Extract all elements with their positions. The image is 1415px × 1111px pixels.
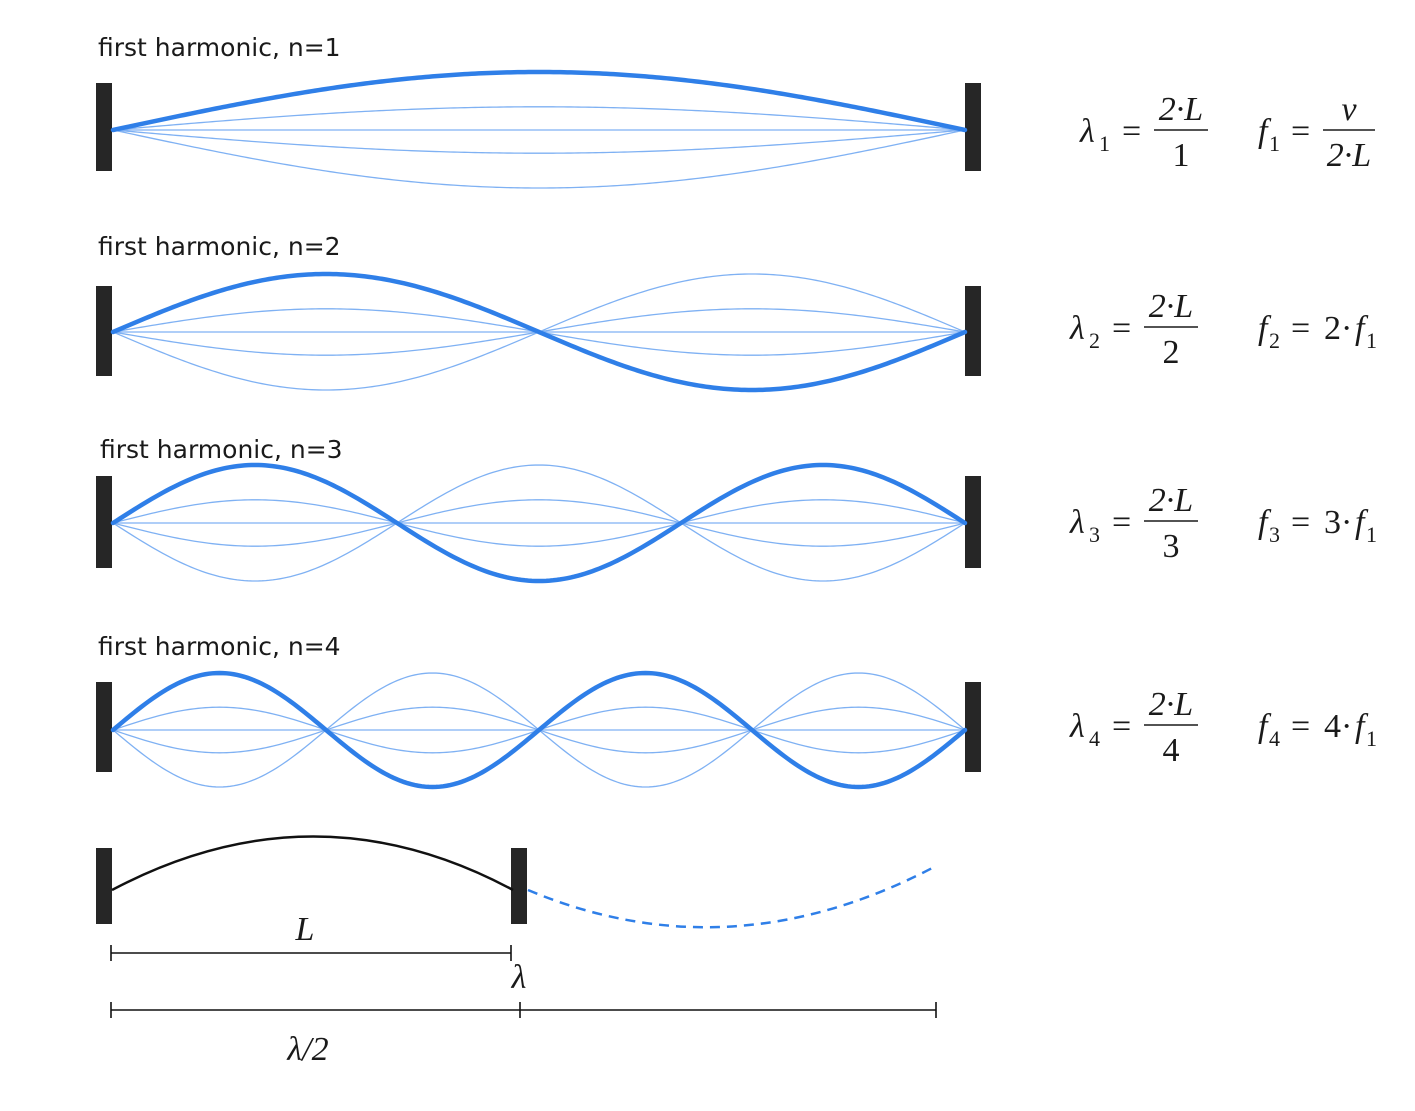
equals-sign: =: [1291, 504, 1310, 541]
equals-sign: =: [1291, 310, 1310, 347]
string-wave: [110, 462, 968, 584]
half-wave-curve: [111, 835, 514, 892]
lambda-denominator: 3: [1163, 528, 1180, 565]
lambda-symbol: λ: [1069, 310, 1085, 347]
formulas: λ 4 =2·L4f 4 = 4· f 1: [1069, 686, 1377, 769]
lambda-symbol: λ: [1069, 504, 1085, 541]
left-wall: [96, 476, 112, 568]
lambda-numerator: 2·L: [1149, 288, 1193, 325]
frequency-subscript: 2: [1269, 328, 1280, 353]
right-wall: [965, 682, 981, 772]
frequency-numerator: v: [1341, 91, 1357, 128]
string-envelope-curve: [112, 499, 966, 547]
base-frequency-subscript: 1: [1366, 328, 1377, 353]
lambda-numerator: 2·L: [1149, 482, 1193, 519]
wavelength-dimension-line: [110, 1002, 937, 1018]
lambda-symbol: λ: [1079, 113, 1095, 150]
left-wall: [96, 682, 112, 772]
lambda-denominator: 1: [1173, 137, 1190, 174]
frequency-coefficient: 4·: [1324, 708, 1352, 745]
harmonic-label: first harmonic, n=2: [98, 232, 341, 261]
string-envelope-curve: [112, 129, 966, 189]
lambda-subscript: 4: [1089, 726, 1100, 751]
lambda-subscript: 2: [1089, 328, 1100, 353]
harmonic-row-n1: first harmonic, n=1λ 1 =2·L1f 1 =v2·L: [96, 33, 1375, 189]
string-wave: [110, 69, 968, 133]
string-envelope-curve: [112, 464, 966, 582]
right-wall: [511, 848, 527, 924]
left-wall: [96, 286, 112, 376]
harmonic-row-n3: first harmonic, n=3λ 3 =2·L3f 3 = 3· f 1: [96, 435, 1377, 584]
lambda-denominator: 2: [1163, 334, 1180, 371]
string-envelope-curve: [112, 106, 966, 131]
dashed-wave-continuation: [527, 864, 937, 929]
string-envelope-curve: [112, 129, 966, 154]
string-wave: [110, 271, 968, 393]
wavelength-illustration: L λ λ/2: [96, 835, 937, 1068]
harmonic-row-n2: first harmonic, n=2λ 2 =2·L2f 2 = 2· f 1: [96, 232, 1377, 393]
base-frequency-subscript: 1: [1366, 522, 1377, 547]
lambda-subscript: 1: [1099, 131, 1110, 156]
base-frequency-subscript: 1: [1366, 726, 1377, 751]
half-lambda-label: λ/2: [286, 1031, 328, 1068]
lambda-numerator: 2·L: [1159, 91, 1203, 128]
frequency-subscript: 3: [1269, 522, 1280, 547]
frequency-coefficient: 2·: [1324, 310, 1352, 347]
lambda-subscript: 3: [1089, 522, 1100, 547]
string-wave: [110, 670, 968, 790]
length-label: L: [295, 911, 315, 948]
formulas: λ 1 =2·L1f 1 =v2·L: [1079, 91, 1375, 174]
lambda-numerator: 2·L: [1149, 686, 1193, 723]
frequency-coefficient: 3·: [1324, 504, 1352, 541]
right-wall: [965, 83, 981, 171]
harmonic-row-n4: first harmonic, n=4λ 4 =2·L4f 4 = 4· f 1: [96, 632, 1377, 790]
length-dimension-line: [110, 945, 512, 961]
lambda-denominator: 4: [1163, 732, 1180, 769]
frequency-subscript: 1: [1269, 131, 1280, 156]
equals-sign: =: [1112, 708, 1131, 745]
harmonic-label: first harmonic, n=1: [98, 33, 341, 62]
harmonic-label: first harmonic, n=3: [100, 435, 343, 464]
frequency-denominator: 2·L: [1327, 137, 1371, 174]
equals-sign: =: [1291, 708, 1310, 745]
harmonic-label: first harmonic, n=4: [98, 632, 341, 661]
equals-sign: =: [1122, 113, 1141, 150]
equals-sign: =: [1112, 504, 1131, 541]
right-wall: [965, 286, 981, 376]
string-envelope-curve: [112, 499, 966, 547]
formulas: λ 2 =2·L2f 2 = 2· f 1: [1069, 288, 1377, 371]
formulas: λ 3 =2·L3f 3 = 3· f 1: [1069, 482, 1377, 565]
string-envelope-curve: [112, 71, 966, 131]
left-wall: [96, 848, 112, 924]
equals-sign: =: [1112, 310, 1131, 347]
lambda-label: λ: [511, 959, 527, 996]
frequency-subscript: 4: [1269, 726, 1280, 751]
lambda-symbol: λ: [1069, 708, 1085, 745]
equals-sign: =: [1291, 113, 1310, 150]
right-wall: [965, 476, 981, 568]
left-wall: [96, 83, 112, 171]
